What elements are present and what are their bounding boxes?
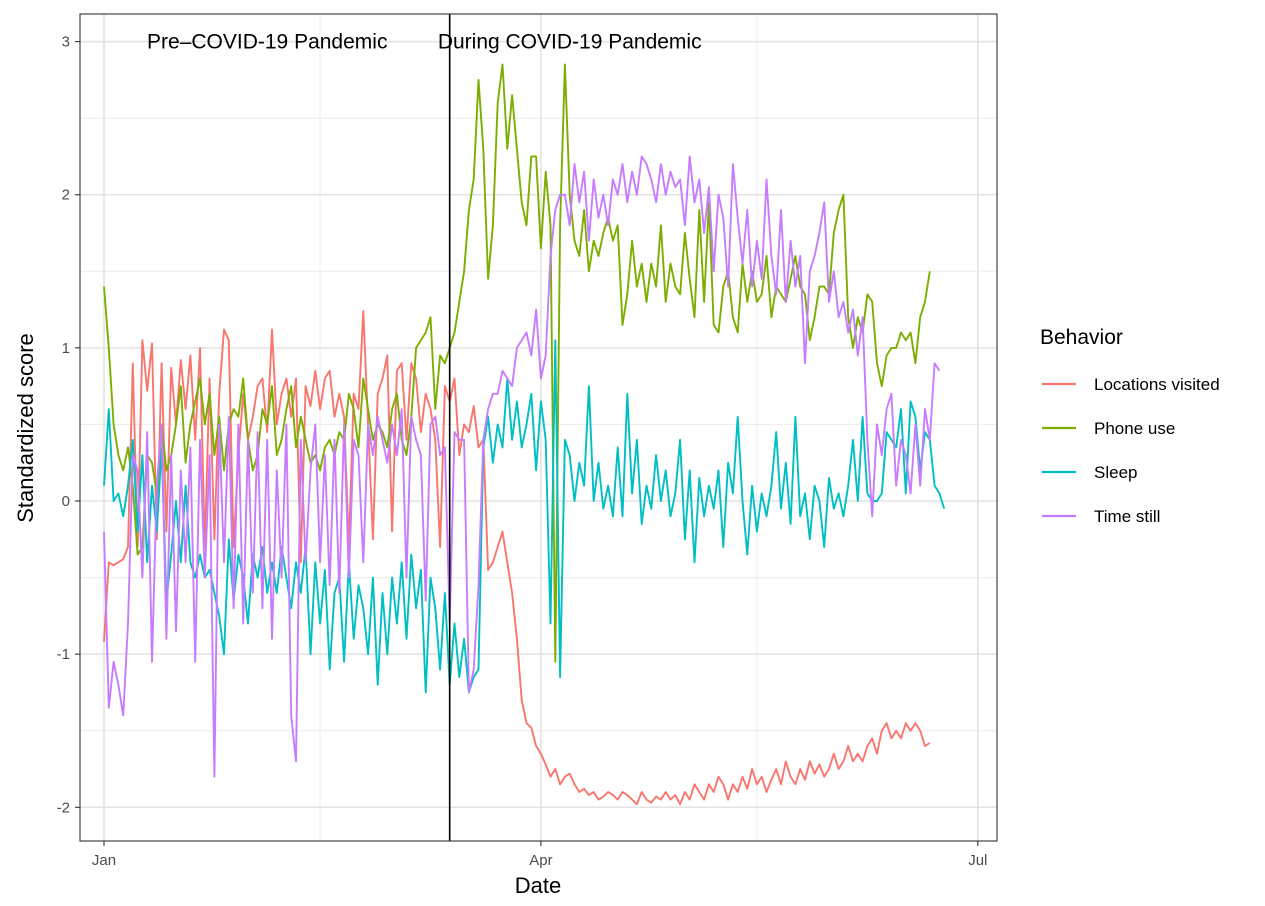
- legend-label-time-still: Time still: [1094, 507, 1160, 526]
- annotation-pre-pandemic: Pre–COVID-19 Pandemic: [147, 31, 387, 54]
- y-tick-label: 3: [62, 34, 70, 51]
- x-tick-label: Jul: [968, 852, 987, 869]
- legend-title: Behavior: [1040, 326, 1123, 349]
- legend-label-locations-visited: Locations visited: [1094, 375, 1220, 394]
- y-tick-label: 2: [62, 187, 70, 204]
- legend-label-sleep: Sleep: [1094, 463, 1137, 482]
- legend: Behavior Locations visited Phone use Sleep…: [1040, 326, 1220, 526]
- annotations: Pre–COVID-19 Pandemic During COVID-19 Pan…: [147, 31, 702, 54]
- series-line-time-still: [103, 155, 941, 778]
- y-tick-label: -1: [57, 646, 70, 663]
- series-line-phone-use: [103, 63, 931, 663]
- x-axis-title: Date: [515, 873, 561, 898]
- y-axis: -2 -1 0 1 2 3: [57, 34, 80, 816]
- y-tick-label: -2: [57, 799, 70, 816]
- panel-border: [79, 13, 998, 842]
- y-tick-label: 1: [62, 340, 70, 357]
- series-line-locations-visited: [103, 310, 931, 806]
- legend-label-phone-use: Phone use: [1094, 419, 1175, 438]
- annotation-during-pandemic: During COVID-19 Pandemic: [438, 31, 702, 54]
- x-axis: Jan Apr Jul: [92, 841, 987, 869]
- y-tick-label: 0: [62, 493, 70, 510]
- x-tick-label: Apr: [529, 852, 552, 869]
- x-tick-label: Jan: [92, 852, 116, 869]
- y-axis-title: Standardized score: [13, 333, 38, 523]
- series-layer: [103, 63, 946, 806]
